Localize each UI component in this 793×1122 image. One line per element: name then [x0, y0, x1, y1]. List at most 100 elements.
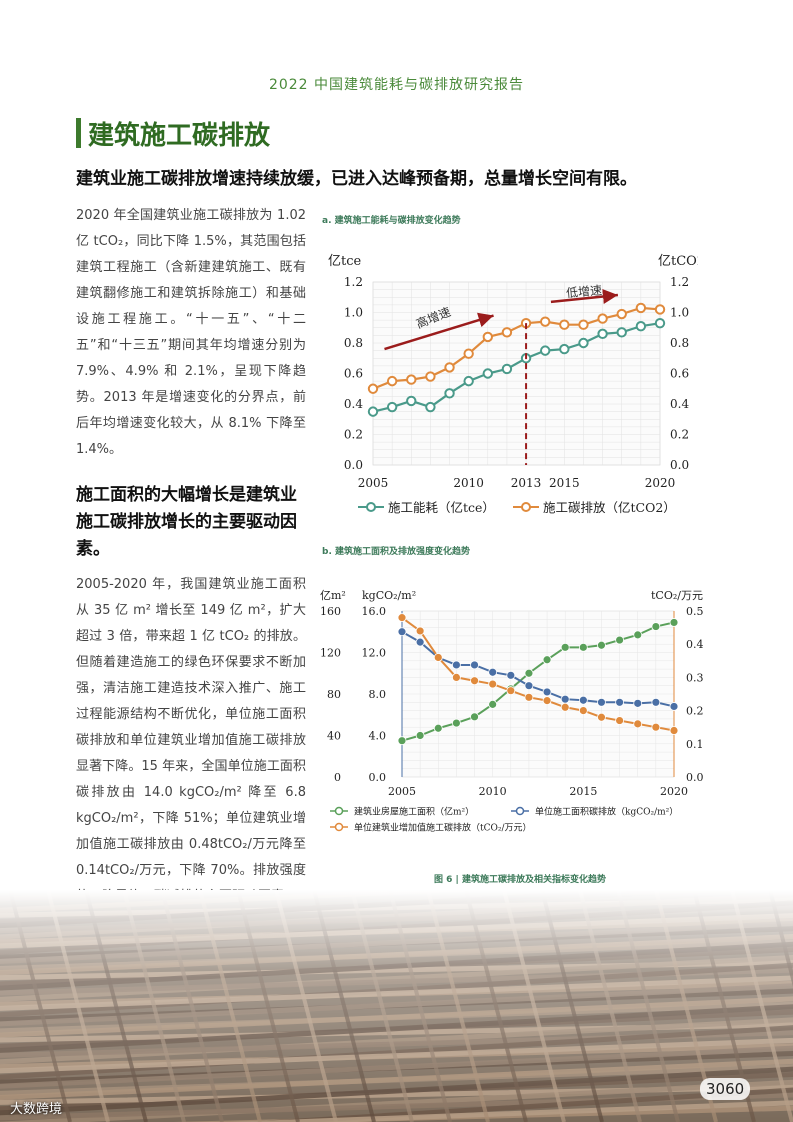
chart-b-title: b. 建筑施工面积及排放强度变化趋势 [322, 547, 470, 557]
footer-logo: 大数跨境 [10, 1102, 63, 1117]
low-growth-arrow [550, 289, 619, 304]
data-point-0 [482, 368, 494, 379]
data-point-0 [386, 401, 398, 413]
x-tick: 2020 [645, 476, 676, 490]
y-tick-left1: 80 [327, 688, 341, 701]
data-point-0 [470, 712, 479, 722]
data-point-1 [386, 375, 398, 387]
data-point-1 [488, 667, 498, 677]
section-accent-bar [76, 118, 81, 148]
y-tick-right: 1.2 [670, 275, 689, 289]
data-point-2 [669, 726, 679, 735]
y-tick-right: 1.0 [670, 306, 689, 320]
data-point-1 [633, 698, 643, 708]
data-point-0 [635, 321, 647, 332]
data-point-1 [397, 627, 407, 637]
data-point-2 [633, 719, 643, 729]
y-tick-left2: 8.0 [369, 688, 387, 701]
chart-a-title: a. 建筑施工能耗与碳排放变化趋势 [322, 216, 461, 226]
y-tick-right: 0.0 [670, 458, 689, 472]
data-point-1 [542, 687, 552, 697]
data-point-0 [654, 317, 666, 329]
series-line-0 [401, 621, 675, 742]
y-axis-label-left2: kgCO₂/m² [362, 589, 416, 602]
y-tick-left2: 12.0 [362, 647, 387, 660]
data-point-1 [669, 702, 679, 711]
section-subtitle: 建筑业施工碳排放增速持续放缓，已进入达峰预备期，总量增长空间有限。 [76, 169, 637, 189]
x-tick: 2010 [479, 785, 507, 798]
section-title: 建筑施工碳排放 [88, 121, 271, 151]
data-point-1 [482, 331, 494, 343]
data-point-2 [651, 722, 661, 732]
data-point-2 [578, 706, 588, 715]
data-point-1 [463, 348, 474, 359]
figure-caption: 图 6 | 建筑施工碳排放及相关指标变化趋势 [434, 875, 606, 885]
data-point-0 [616, 327, 627, 338]
y-tick-left: 0.8 [344, 336, 363, 350]
y-tick-left: 1.0 [344, 306, 363, 320]
y-tick-left1: 160 [320, 605, 341, 618]
data-point-2 [560, 702, 570, 712]
data-point-1 [444, 362, 455, 373]
y-tick-left2: 16.0 [362, 605, 387, 618]
y-tick-right: 0.4 [670, 397, 689, 411]
data-point-1 [524, 681, 534, 691]
data-point-1 [470, 660, 479, 670]
chart-a-energy-emission: 0.0 0.0 0.2 0.2 0.4 0.4 0.6 0.6 0.8 0.8 1.0 1.0 1.2 1… [328, 254, 698, 515]
data-point-1 [540, 316, 551, 327]
y-tick-right: 0.3 [686, 671, 704, 684]
data-point-0 [488, 699, 498, 709]
legend-label-0: 建筑业房屋施工面积（亿m²） [354, 806, 474, 818]
data-point-0 [367, 406, 379, 417]
y-tick-right: 0.1 [686, 738, 704, 751]
data-point-1 [451, 660, 461, 670]
data-point-2 [506, 686, 516, 696]
y-axis-label-right: 亿tCO2 [658, 254, 698, 269]
area-paragraph: 2005-2020 年，我国建筑业施工面积从 35 亿 m² 增长至 149 亿… [76, 577, 306, 904]
data-point-0 [578, 642, 588, 652]
data-point-0 [597, 328, 608, 340]
series-line-2 [401, 616, 675, 732]
x-tick: 2005 [388, 785, 416, 798]
y-tick-left2: 4.0 [369, 730, 387, 743]
data-point-1 [425, 371, 436, 382]
data-point-1 [597, 697, 606, 707]
rebar-fade-overlay [0, 890, 793, 1122]
y-tick-left: 1.2 [344, 275, 363, 289]
data-point-0 [651, 622, 661, 631]
data-point-2 [488, 679, 498, 689]
y-tick-left1: 120 [320, 647, 341, 660]
high-growth-arrow [384, 312, 494, 351]
x-tick: 2015 [549, 476, 580, 490]
data-point-2 [451, 673, 461, 682]
data-point-2 [433, 653, 443, 662]
data-point-1 [406, 374, 417, 385]
y-tick-left1: 0 [334, 771, 341, 784]
data-point-2 [470, 676, 479, 686]
data-point-0 [463, 375, 474, 387]
legend-label-2: 单位建筑业增加值施工碳排放（tCO₂/万元） [354, 822, 532, 834]
data-point-1 [415, 637, 425, 647]
data-point-1 [597, 313, 608, 324]
y-tick-left: 0.6 [344, 367, 363, 381]
y-tick-left: 0.2 [344, 428, 363, 442]
chart-b-area-intensity: 0 40 80 120 160 0.0 4.0 8.0 12.0 16.0 0.0 0.1 0.2 0.3… [320, 589, 704, 834]
y-tick-right: 0.5 [686, 605, 704, 618]
wechat-count-badge[interactable]: 3060 [700, 1078, 751, 1100]
data-point-1 [615, 697, 625, 707]
y-tick-left: 0.0 [344, 458, 363, 472]
data-point-0 [444, 388, 455, 399]
y-tick-right: 0.8 [670, 336, 689, 350]
y-tick-left2: 0.0 [369, 771, 387, 784]
y-tick-right: 0.6 [670, 367, 689, 381]
legend-swatch-dot-0 [334, 806, 344, 816]
y-tick-right: 0.2 [686, 705, 704, 718]
legend-swatch-dot-1 [521, 502, 531, 512]
data-point-0 [578, 337, 589, 349]
data-point-2 [615, 716, 625, 725]
y-axis-label-left1: 亿m² [320, 589, 346, 602]
data-point-1 [367, 383, 379, 394]
intro-paragraph: 2020 年全国建筑业施工碳排放为 1.02 亿 tCO₂，同比下降 1.5%，… [76, 208, 306, 457]
data-point-1 [560, 694, 570, 704]
key-finding-heading: 施工面积的大幅增长是建筑业施工碳排放增长的主要驱动因素。 [76, 485, 297, 559]
